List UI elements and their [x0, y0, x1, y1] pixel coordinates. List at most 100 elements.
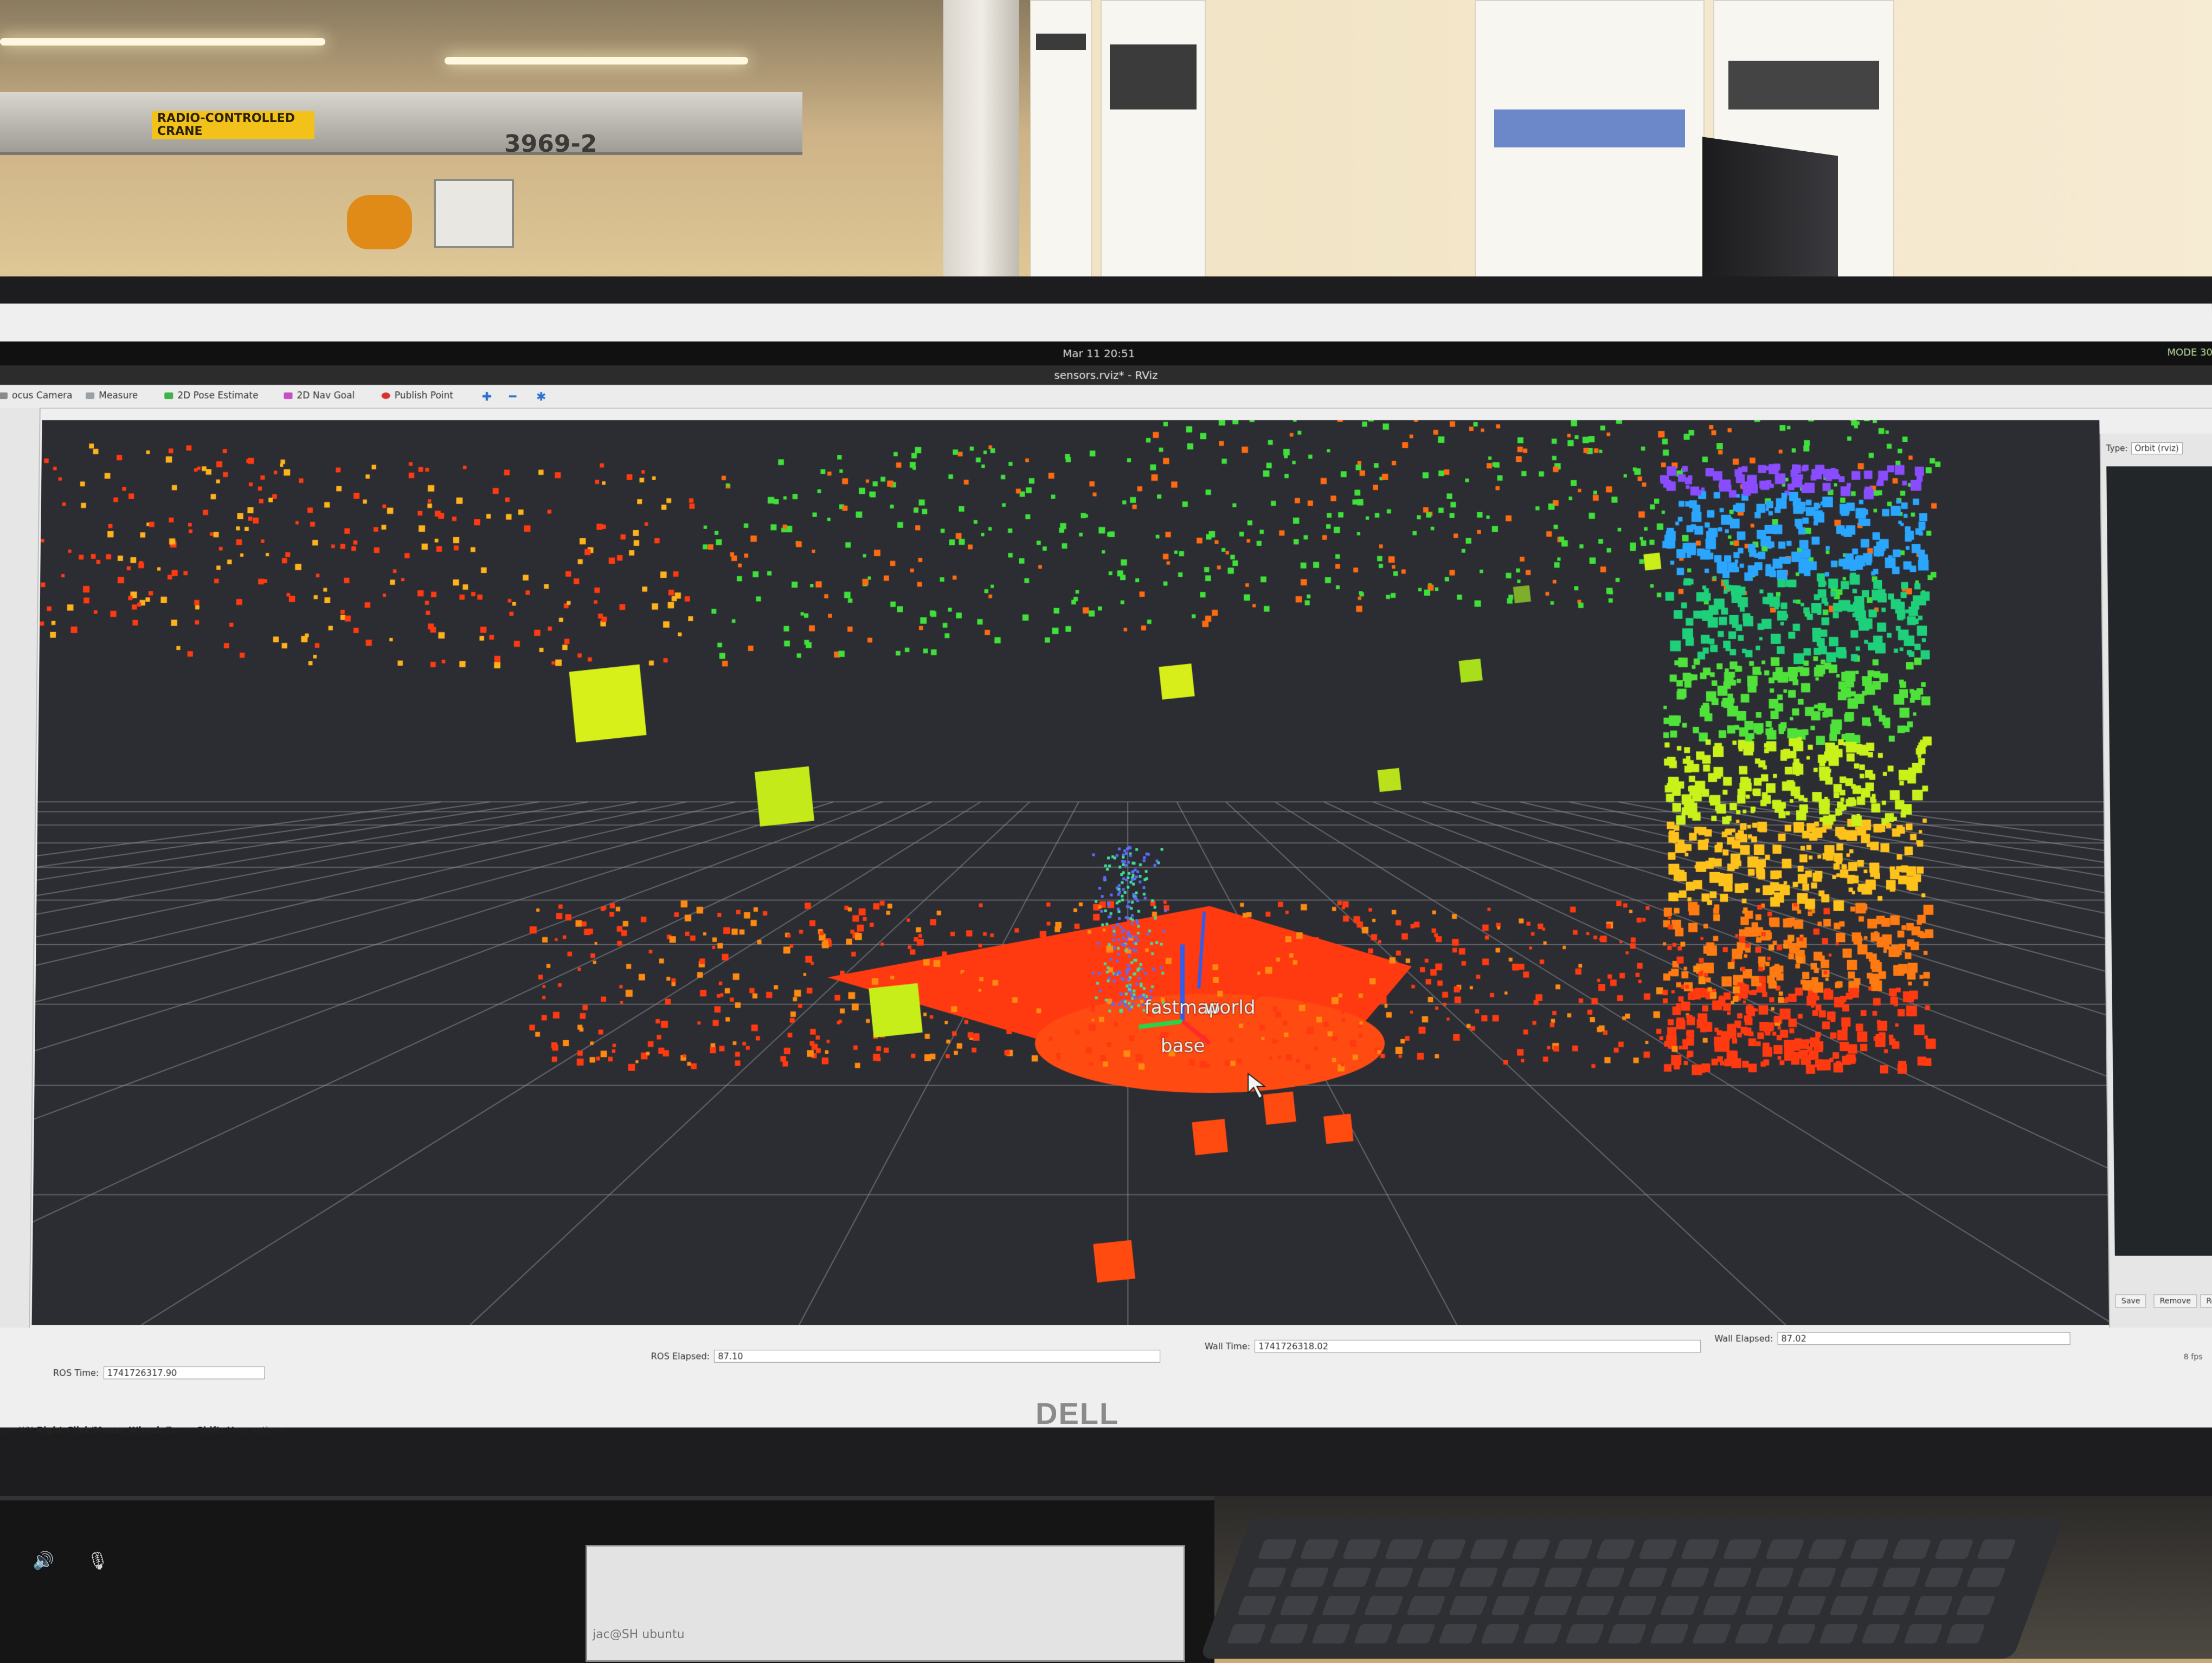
cloud-point: [227, 559, 232, 564]
cloud-point: [1783, 689, 1787, 693]
cloud-point: [1865, 770, 1873, 778]
cloud-point: [1038, 1003, 1043, 1008]
cloud-point: [1121, 559, 1127, 565]
tool-add[interactable]: ✚: [482, 390, 492, 404]
mic-muted-icon[interactable]: 🎙: [87, 1550, 109, 1571]
cloud-point: [601, 1050, 607, 1057]
cloud-point: [366, 640, 372, 646]
ros-elapsed-field[interactable]: 87.10: [714, 1350, 1160, 1363]
speaker-icon[interactable]: 🔊: [33, 1550, 54, 1571]
cloud-point: [1729, 672, 1735, 678]
cloud-point: [1838, 739, 1844, 745]
cloud-point: [1773, 774, 1777, 778]
cloud-point: [1802, 884, 1809, 891]
cloud-point: [940, 577, 944, 582]
cloud-point: [1802, 982, 1809, 989]
grid-line: [32, 802, 638, 1325]
cloud-point: [1742, 810, 1746, 814]
cloud-point: [714, 1006, 721, 1013]
wall-time-field[interactable]: 1741726318.02: [1255, 1340, 1701, 1353]
cloud-point: [1668, 916, 1671, 919]
cloud-point: [1678, 996, 1683, 1002]
tool-2d-nav-goal[interactable]: 2D Nav Goal: [284, 390, 355, 401]
cloud-point: [577, 1059, 584, 1066]
wall-elapsed-field[interactable]: 87.02: [1777, 1332, 2070, 1345]
cloud-point: [431, 592, 436, 597]
view-properties[interactable]: [2106, 466, 2212, 1255]
cloud-point: [1083, 607, 1089, 614]
clock[interactable]: Mar 11 20:51: [1063, 347, 1135, 360]
cloud-point: [1696, 751, 1705, 760]
cloud-point: [266, 553, 269, 556]
cloud-point: [544, 584, 549, 589]
tool-focus-camera[interactable]: ocus Camera: [0, 390, 73, 401]
rviz-3d-viewport[interactable]: fastmap world base: [32, 420, 2110, 1325]
cloud-point: [1818, 874, 1822, 879]
cloud-point: [609, 558, 615, 564]
cloud-point: [710, 1047, 716, 1053]
cloud-point: [1065, 454, 1070, 459]
view-type-select[interactable]: Orbit (rviz): [2131, 442, 2183, 454]
cloud-point: [1737, 942, 1746, 951]
ros-time-label: ROS Time:: [53, 1368, 99, 1378]
cloud-point: [1678, 517, 1683, 522]
cloud-point: [816, 1035, 820, 1040]
remove-view-button[interactable]: Remove: [2153, 1294, 2197, 1308]
views-panel[interactable]: Type:Orbit (rviz) Save Remove Renam: [2100, 434, 2212, 1355]
save-view-button[interactable]: Save: [2115, 1294, 2146, 1308]
tool-remove[interactable]: ━: [509, 390, 516, 404]
cloud-point: [663, 621, 670, 628]
cloud-point: [1772, 672, 1781, 680]
cloud-point: [1722, 849, 1728, 855]
cloud-point: [459, 595, 465, 600]
cloud-point: [957, 1043, 962, 1048]
tool-publish-point[interactable]: Publish Point: [382, 390, 453, 401]
cloud-point: [1308, 455, 1313, 459]
cloud-point: [1261, 577, 1266, 583]
tool-settings[interactable]: ✱: [536, 390, 546, 404]
cloud-point: [1438, 436, 1444, 443]
cloud-point: [1914, 644, 1921, 650]
cloud-point: [1123, 1003, 1126, 1005]
cloud-point: [1186, 426, 1192, 432]
cloud-point: [1739, 950, 1743, 954]
cloud-point: [1779, 802, 1786, 809]
cloud-point: [1658, 431, 1664, 437]
cloud-point: [1756, 504, 1765, 513]
tray-label[interactable]: MODE 30: [2167, 347, 2212, 358]
cloud-point: [737, 576, 742, 582]
cloud-point: [419, 525, 425, 532]
cloud-point: [1631, 938, 1636, 943]
cloud-point: [1825, 978, 1829, 981]
cloud-point: [556, 913, 562, 919]
cloud-point: [778, 459, 784, 465]
keyboard-key: [1892, 1539, 1932, 1559]
cloud-point: [1121, 977, 1123, 979]
cloud-point: [1332, 907, 1336, 911]
cloud-point: [1716, 443, 1723, 449]
cloud-point: [1881, 918, 1890, 927]
cloud-point: [543, 985, 545, 988]
ros-time-field[interactable]: 1741726317.90: [103, 1367, 265, 1380]
render-canvas[interactable]: [32, 420, 2110, 1325]
tool-2d-pose-estimate[interactable]: 2D Pose Estimate: [164, 390, 259, 401]
cloud-point: [1308, 500, 1313, 506]
cloud-point: [248, 517, 252, 521]
cloud-point: [1609, 591, 1613, 595]
cloud-point: [1828, 816, 1834, 821]
cloud-point: [1624, 474, 1627, 478]
cloud-point: [1896, 866, 1902, 872]
cloud-point: [974, 1033, 979, 1038]
cloud-point: [1814, 768, 1818, 772]
cloud-point: [1356, 606, 1362, 612]
cloud-point: [853, 1046, 858, 1050]
cloud-point: [1684, 681, 1692, 688]
cloud-point: [897, 522, 903, 528]
cloud-point: [1814, 594, 1820, 600]
cloud-point: [1332, 1058, 1336, 1062]
tool-measure[interactable]: Measure: [86, 390, 138, 401]
cloud-point: [1462, 549, 1465, 553]
rename-view-button[interactable]: Renam: [2200, 1294, 2212, 1308]
cloud-point: [1821, 827, 1826, 833]
cloud-point: [1685, 477, 1692, 484]
